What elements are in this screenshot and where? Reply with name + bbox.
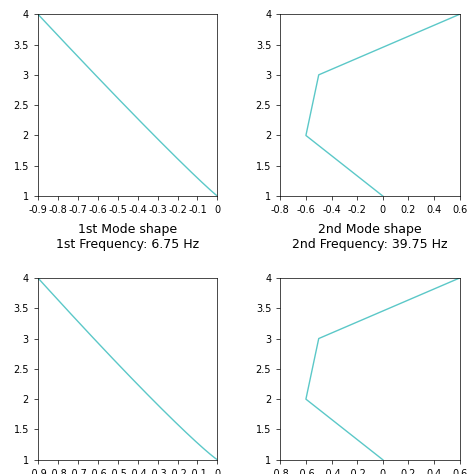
X-axis label: 2nd Mode shape
2nd Frequency: 39.75 Hz: 2nd Mode shape 2nd Frequency: 39.75 Hz	[292, 223, 448, 251]
X-axis label: 1st Mode shape
1st Frequency: 6.75 Hz: 1st Mode shape 1st Frequency: 6.75 Hz	[56, 223, 199, 251]
